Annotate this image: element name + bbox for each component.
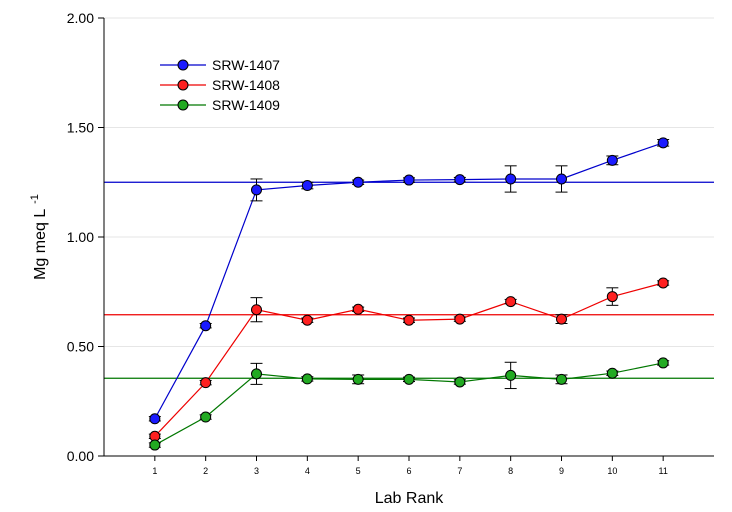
y-ticks: 0.00 0.50 1.00 1.50 2.00	[67, 10, 104, 464]
data-point	[657, 357, 669, 369]
x-axis-label: Lab Rank	[375, 490, 444, 507]
y-axis-label-superscript: -1	[29, 194, 41, 204]
reference-lines	[104, 181, 714, 379]
legend-label: SRW-1409	[212, 97, 280, 113]
data-point	[454, 376, 466, 388]
legend-label: SRW-1407	[212, 57, 280, 73]
data-point	[301, 373, 313, 385]
x-ticks: 1 2 3 4 5 6 7 8 9 10 11	[152, 456, 668, 476]
data-point	[403, 174, 415, 186]
x-tick-label: 6	[406, 466, 411, 476]
x-tick-label: 10	[607, 466, 617, 476]
legend: SRW-1407 SRW-1408 SRW-1409	[160, 57, 280, 113]
data-point	[251, 304, 262, 316]
data-point	[403, 373, 415, 385]
y-tick-label: 0.00	[67, 448, 94, 464]
legend-marker	[177, 79, 189, 91]
data-point	[657, 137, 669, 149]
data-point	[556, 173, 567, 185]
data-point	[352, 373, 364, 385]
data-point	[149, 439, 161, 451]
data-point	[301, 180, 313, 192]
y-axis-label-main: Mg meq L	[32, 209, 49, 280]
data-point	[352, 303, 364, 315]
y-tick-label: 1.50	[67, 120, 94, 136]
data-point	[606, 367, 618, 379]
data-point	[505, 296, 517, 308]
data-point	[200, 377, 212, 389]
data-point	[149, 413, 161, 425]
data-point	[505, 369, 517, 381]
data-point	[251, 184, 262, 196]
data-point	[352, 176, 364, 188]
data-point	[251, 368, 262, 380]
data-point	[556, 373, 567, 385]
grid	[104, 17, 714, 347]
series-group	[148, 137, 670, 425]
data-point	[200, 320, 212, 332]
series-group	[148, 277, 670, 442]
y-tick-label: 1.00	[67, 229, 94, 245]
x-tick-label: 3	[254, 466, 259, 476]
data-point	[657, 277, 669, 289]
x-tick-label: 1	[152, 466, 157, 476]
series	[148, 137, 670, 451]
data-point	[454, 174, 466, 186]
series-group	[148, 357, 670, 451]
data-point	[200, 411, 212, 423]
data-point	[301, 314, 313, 326]
data-point	[454, 313, 466, 325]
y-tick-label: 0.50	[67, 339, 94, 355]
legend-label: SRW-1408	[212, 77, 280, 93]
legend-marker	[177, 59, 189, 71]
x-tick-label: 4	[305, 466, 310, 476]
x-tick-label: 11	[658, 466, 667, 476]
series-line	[154, 282, 664, 437]
x-tick-label: 9	[559, 466, 564, 476]
data-point	[556, 313, 567, 325]
data-point	[606, 154, 618, 166]
legend-marker	[177, 99, 189, 111]
y-axis-label: Mg meq L -1	[29, 194, 49, 280]
x-tick-label: 8	[508, 466, 513, 476]
data-point	[505, 173, 517, 185]
data-point	[606, 291, 618, 303]
data-point	[403, 314, 415, 326]
x-tick-label: 7	[457, 466, 462, 476]
x-tick-label: 5	[356, 466, 361, 476]
x-tick-label: 2	[203, 466, 208, 476]
y-tick-label: 2.00	[67, 10, 94, 26]
